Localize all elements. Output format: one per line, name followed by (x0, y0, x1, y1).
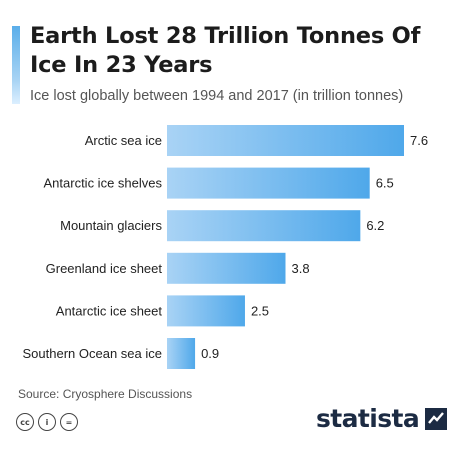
value-label: 3.8 (292, 261, 310, 276)
bar (167, 295, 245, 327)
category-label: Antarctic ice sheet (56, 303, 163, 318)
value-label: 6.5 (376, 176, 394, 191)
bar (167, 125, 404, 156)
category-label: Southern Ocean sea ice (23, 346, 162, 361)
value-label: 7.6 (410, 133, 428, 148)
cc-icon[interactable]: cc (16, 413, 34, 431)
equals-icon[interactable]: = (60, 413, 78, 431)
statista-logo[interactable]: statista (316, 404, 448, 433)
bar-chart: Arctic sea ice 7.6 Antarctic ice shelves 6.… (23, 125, 428, 369)
category-label: Arctic sea ice (85, 133, 162, 148)
person-icon[interactable]: i (38, 413, 56, 431)
category-label: Mountain glaciers (60, 218, 162, 233)
category-label: Greenland ice sheet (46, 261, 163, 276)
chart-subtitle: Ice lost globally between 1994 and 2017 … (30, 88, 404, 104)
value-label: 2.5 (251, 303, 269, 318)
bar (167, 338, 196, 369)
statista-mark-icon (425, 407, 448, 430)
bar (167, 167, 370, 199)
category-label: Antarctic ice shelves (44, 176, 163, 191)
bar (167, 210, 361, 242)
value-label: 6.2 (366, 218, 384, 233)
bar (167, 252, 286, 284)
license-icons: cc i = (16, 413, 78, 431)
source-note: Source: Cryosphere Discussions (18, 387, 193, 401)
brand-name: statista (316, 404, 420, 433)
value-label: 0.9 (201, 346, 219, 361)
title-accent-bar (12, 26, 20, 104)
chart-title: Earth Lost 28 Trillion Tonnes Of Ice In … (30, 23, 421, 78)
